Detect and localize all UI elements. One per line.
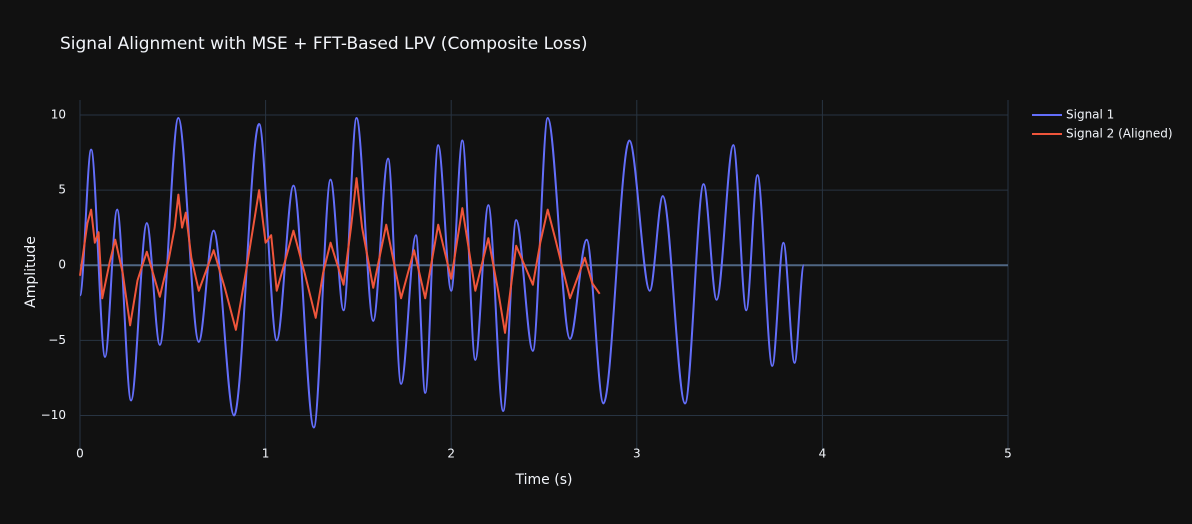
chart-title: Signal Alignment with MSE + FFT-Based LP… (60, 34, 588, 54)
x-tick-label: 4 (819, 447, 827, 461)
x-tick-label: 5 (1004, 447, 1012, 461)
y-tick-label: 10 (51, 108, 66, 122)
y-tick-label: 5 (58, 183, 66, 197)
x-tick-label: 0 (76, 447, 84, 461)
line (79, 117, 805, 429)
line (79, 177, 601, 334)
y-tick-label: −5 (48, 333, 66, 347)
x-axis-label: Time (s) (515, 472, 573, 488)
legend-label: Signal 2 (Aligned) (1066, 127, 1173, 141)
x-tick-label: 3 (633, 447, 641, 461)
x-tick-label: 1 (262, 447, 270, 461)
legend-label: Signal 1 (1066, 108, 1114, 122)
x-tick-label: 2 (447, 447, 455, 461)
y-tick-label: −10 (41, 408, 66, 422)
y-axis-label: Amplitude (23, 236, 39, 308)
y-tick-label: 0 (58, 258, 66, 272)
